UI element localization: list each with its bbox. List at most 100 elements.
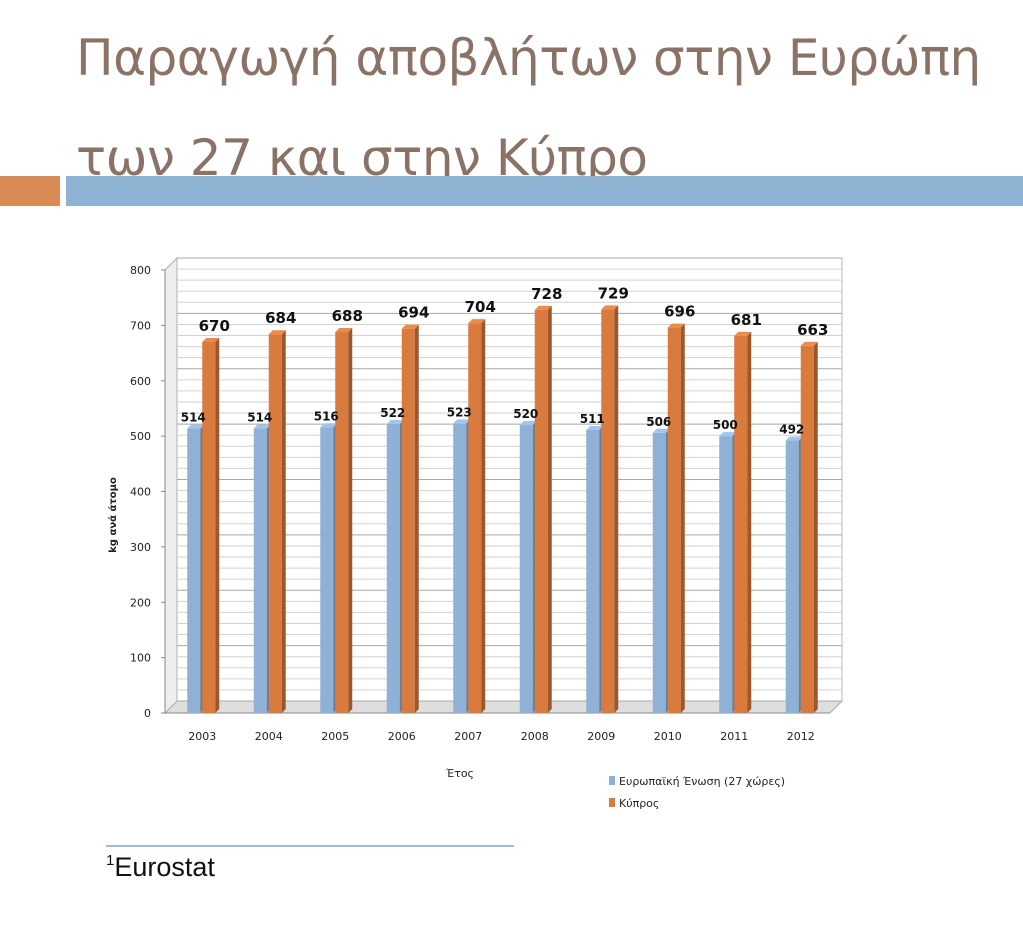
bar-side — [813, 341, 818, 713]
bar-top — [386, 419, 404, 424]
data-label-cyprus: 670 — [199, 317, 230, 335]
data-label-eu: 511 — [580, 412, 605, 426]
bar-top — [253, 424, 271, 429]
data-label-cyprus: 729 — [598, 284, 629, 302]
accent-bar-blue — [66, 176, 1023, 206]
bar-eu-2008 — [519, 421, 537, 713]
bar-side — [348, 328, 353, 713]
bar-front — [785, 440, 799, 713]
data-label-eu: 514 — [181, 410, 206, 424]
bar-top — [202, 337, 220, 342]
bar-eu-2006 — [386, 419, 404, 713]
bar-cyprus-2012 — [800, 341, 818, 713]
x-tick-label: 2005 — [321, 730, 349, 743]
bars — [187, 305, 818, 713]
bar-eu-2005 — [320, 423, 338, 713]
bar-front — [719, 436, 733, 713]
data-label-cyprus: 688 — [332, 307, 363, 325]
bar-eu-2007 — [453, 419, 471, 713]
x-tick-label: 2009 — [587, 730, 615, 743]
bar-cyprus-2006 — [401, 324, 419, 713]
accent-bar-orange — [0, 176, 60, 206]
bar-side — [547, 305, 552, 713]
data-label-cyprus: 663 — [797, 321, 828, 339]
legend-swatch-cyprus — [609, 798, 615, 807]
bar-front — [601, 309, 615, 713]
bar-front — [401, 328, 415, 713]
bar-front — [534, 309, 548, 713]
data-label-cyprus: 684 — [265, 309, 296, 327]
data-label-eu: 523 — [447, 405, 472, 419]
x-tick-label: 2006 — [388, 730, 416, 743]
data-label-eu: 514 — [247, 410, 272, 424]
y-tick-label: 500 — [130, 430, 151, 443]
bar-front — [800, 345, 814, 713]
data-labels: 514 670 514 684 516 688 522 694 523 704 520 728 511 7… — [181, 284, 829, 436]
bar-top — [785, 436, 803, 441]
bar-front — [586, 430, 600, 713]
bar-side — [614, 305, 619, 713]
data-label-cyprus: 728 — [531, 285, 562, 303]
y-axis-title: kg ανά άτομο — [107, 477, 119, 553]
data-label-eu: 506 — [646, 415, 671, 429]
bar-front — [268, 334, 282, 713]
x-tick-label: 2007 — [454, 730, 482, 743]
bar-cyprus-2011 — [734, 331, 752, 713]
bar-front — [202, 341, 216, 713]
bar-top — [586, 426, 604, 431]
bar-top — [534, 305, 552, 310]
footnote-source: Eurostat — [114, 852, 215, 882]
bar-top — [800, 341, 818, 346]
x-tick-label: 2004 — [255, 730, 283, 743]
bar-side — [747, 331, 752, 713]
bar-front — [652, 432, 666, 713]
bar-cyprus-2007 — [468, 319, 486, 713]
bar-side — [414, 324, 419, 713]
bar-front — [734, 335, 748, 713]
bar-top — [719, 432, 737, 437]
y-tick-label: 800 — [130, 264, 151, 277]
bar-front — [453, 423, 467, 713]
bar-eu-2012 — [785, 436, 803, 713]
bar-eu-2011 — [719, 432, 737, 713]
bar-top — [335, 328, 353, 333]
plot-side-wall — [164, 256, 178, 715]
bar-front — [335, 332, 349, 713]
data-label-eu: 500 — [713, 418, 738, 432]
y-tick-label: 100 — [130, 652, 151, 665]
bar-top — [519, 421, 537, 426]
footnote: 1Eurostat — [106, 852, 215, 883]
data-label-cyprus: 696 — [664, 303, 695, 321]
bar-front — [468, 323, 482, 713]
bar-front — [253, 428, 267, 713]
y-tick-label: 0 — [144, 707, 151, 720]
bar-side — [481, 319, 486, 713]
bar-eu-2009 — [586, 426, 604, 713]
bar-top — [652, 428, 670, 433]
legend-label-cyprus: Κύπρος — [619, 797, 659, 810]
y-tick-label: 200 — [130, 596, 151, 609]
y-tick-label: 700 — [130, 319, 151, 332]
bar-eu-2003 — [187, 424, 205, 713]
legend-label-eu: Ευρωπαϊκή Ένωση (27 χώρες) — [619, 775, 785, 788]
bar-cyprus-2003 — [202, 337, 220, 713]
x-tick-label: 2003 — [188, 730, 216, 743]
data-label-eu: 520 — [513, 407, 538, 421]
bar-front — [386, 423, 400, 713]
slide-title: Παραγωγή αποβλήτων στην Ευρώπη των 27 κα… — [76, 29, 981, 187]
footnote-rule — [106, 845, 514, 847]
bar-top — [320, 423, 338, 428]
y-tick-label: 600 — [130, 375, 151, 388]
bar-cyprus-2004 — [268, 330, 286, 713]
bar-side — [215, 337, 220, 713]
x-tick-label: 2012 — [787, 730, 815, 743]
data-label-cyprus: 704 — [465, 298, 496, 316]
bar-top — [453, 419, 471, 424]
bar-cyprus-2005 — [335, 328, 353, 713]
bar-side — [281, 330, 286, 713]
x-tick-label: 2008 — [521, 730, 549, 743]
bar-top — [187, 424, 205, 429]
bar-front — [519, 425, 533, 713]
bar-top — [401, 324, 419, 329]
